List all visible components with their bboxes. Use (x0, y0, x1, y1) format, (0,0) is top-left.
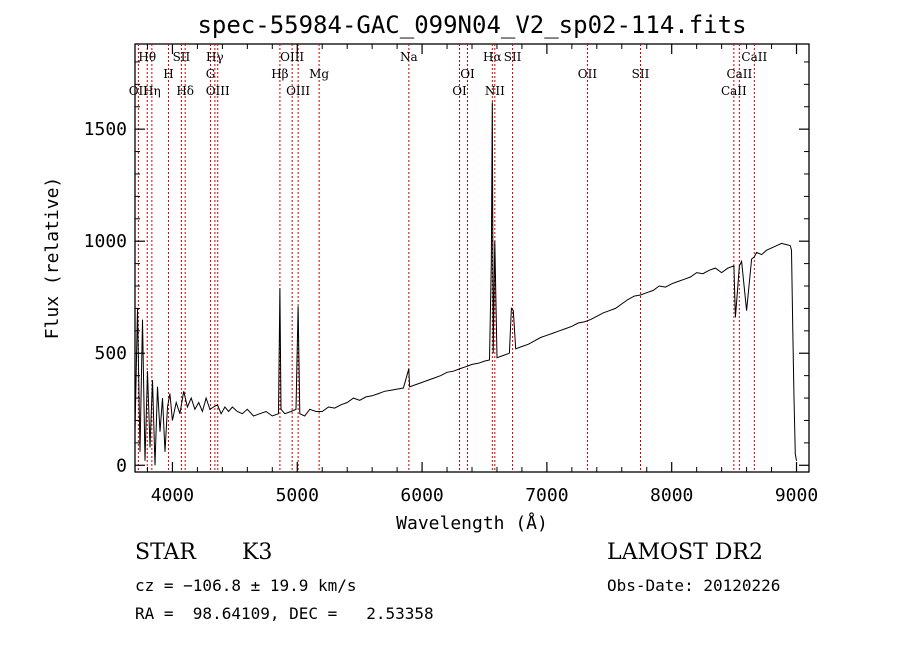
spectral-line-label: CaII (721, 84, 747, 98)
spectral-line-label: SII (173, 50, 191, 64)
spectral-line-label: OII (578, 67, 598, 81)
spectral-line-label: G (206, 67, 216, 81)
y-axis-label: Flux (relative) (42, 177, 63, 340)
spectral-line-label: H (163, 67, 173, 81)
plot-frame (134, 43, 810, 473)
spectral-line-label: OIII (280, 50, 304, 64)
spectral-line-label: Hδ (176, 84, 194, 98)
spectral-line-label: OI (452, 84, 467, 98)
spectral-line-label: Hγ (206, 50, 224, 64)
x-tick-label: 7000 (525, 485, 568, 506)
spectral-line-label: Hη (143, 84, 161, 98)
y-tick-label: 1500 (84, 119, 127, 140)
x-tick-label: 4000 (151, 485, 194, 506)
x-tick-label: 8000 (650, 485, 693, 506)
spectral-line-label: OIII (286, 84, 310, 98)
spectral-line-label: OII (129, 84, 149, 98)
spectral-line-label: CaII (726, 67, 752, 81)
spectral-line-label: Hβ (271, 67, 288, 81)
spectral-line-label: CaII (741, 50, 767, 64)
observation-date: Obs-Date: 20120226 (607, 576, 781, 595)
x-tick-label: 6000 (400, 485, 443, 506)
axis-ticks: 4000 5000 6000 7000 8000 9000 0 500 1000 1500 (84, 44, 818, 506)
object-subclass: K3 (242, 540, 273, 565)
spectral-line-label: SII (504, 50, 522, 64)
coordinates-info: RA = 98.64109, DEC = 2.53358 (135, 604, 434, 623)
spectral-line-label: Mg (309, 67, 329, 81)
spectral-line-label: Na (400, 50, 418, 64)
survey-name: LAMOST DR2 (607, 540, 763, 565)
x-tick-label: 5000 (276, 485, 319, 506)
spectral-line-labels: HθOIIHηHSIIHδHγGOIIIOIIIHβOIIIMgNaOIOIHα… (129, 50, 768, 98)
y-tick-label: 500 (94, 343, 127, 364)
y-tick-label: 0 (116, 455, 127, 476)
spectral-line-label: NII (485, 84, 505, 98)
spectral-line-label: SII (632, 67, 650, 81)
object-class: STAR (135, 540, 196, 565)
spectral-line-label: OIII (206, 84, 230, 98)
spectral-line-label: Hθ (138, 50, 156, 64)
spectral-line-label: Hα (483, 50, 502, 64)
redshift-info: cz = −106.8 ± 19.9 km/s (135, 576, 357, 595)
chart-title: spec-55984-GAC_099N04_V2_sp02-114.fits (197, 11, 746, 39)
spectrum-line (134, 102, 797, 466)
spectral-line-label: OI (460, 67, 475, 81)
x-axis-label: Wavelength (Å) (396, 512, 548, 534)
x-tick-label: 9000 (775, 485, 818, 506)
spectral-line-markers (137, 44, 755, 472)
y-tick-label: 1000 (84, 231, 127, 252)
